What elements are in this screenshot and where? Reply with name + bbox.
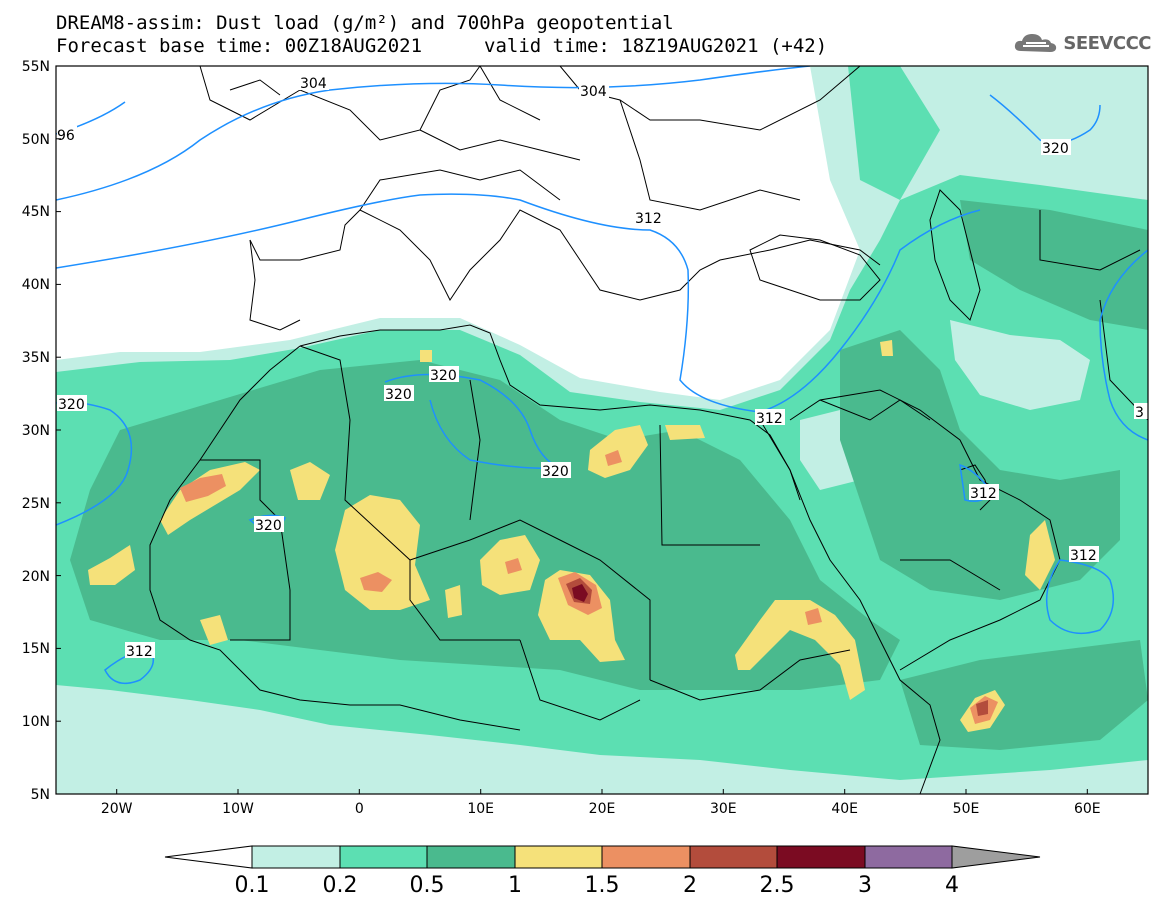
- latitude-axis: 55N 50N 45N 40N 35N 30N 25N 20N 15N 10N …: [22, 59, 61, 803]
- lon-tick-label: 60E: [1074, 801, 1101, 817]
- lon-tick-label: 50E: [953, 801, 980, 817]
- colorbar-label: 3: [858, 873, 872, 898]
- lat-tick-label: 10N: [22, 714, 50, 730]
- lat-tick-label: 40N: [22, 277, 50, 293]
- lon-tick-label: 10W: [222, 801, 254, 817]
- lon-tick-label: 20E: [589, 801, 616, 817]
- lon-tick-label: 20W: [101, 801, 133, 817]
- colorbar-swatch: [864, 845, 953, 869]
- contour-label: 304: [580, 84, 607, 100]
- colorbar-label: 1.5: [585, 873, 620, 898]
- contour-label: 320: [385, 387, 412, 403]
- contour-label: 312: [756, 411, 783, 427]
- colorbar-label: 2.5: [760, 873, 795, 898]
- contour-label: 312: [126, 644, 153, 660]
- lon-tick-label: 30E: [710, 801, 737, 817]
- colorbar-swatch: [601, 845, 691, 869]
- colorbar-label: 0.5: [410, 873, 445, 898]
- lat-tick-label: 45N: [22, 204, 50, 220]
- contour-label: 312: [1070, 548, 1097, 564]
- dust-field: [56, 66, 1148, 794]
- contour-label: 320: [542, 464, 569, 480]
- colorbar-over-arrow: [951, 845, 1041, 869]
- base-time: Forecast base time: 00Z18AUG2021: [56, 35, 423, 57]
- colorbar-swatch: [339, 845, 428, 869]
- lon-tick-label: 10E: [467, 801, 494, 817]
- lat-tick-label: 25N: [22, 496, 50, 512]
- contour-label: 320: [430, 368, 457, 384]
- valid-time: valid time: 18Z19AUG2021 (+42): [484, 35, 828, 57]
- colorbar-label: 2: [683, 873, 697, 898]
- contour-label: 320: [1042, 141, 1069, 157]
- contour-label: 312: [635, 211, 662, 227]
- colorbar-label: 1: [508, 873, 522, 898]
- lat-tick-label: 35N: [22, 350, 50, 366]
- colorbar: 0.1 0.2 0.5 1 1.5 2 2.5 3 4: [164, 845, 1041, 898]
- contour-label: 312: [970, 486, 997, 502]
- colorbar-label: 0.2: [323, 873, 358, 898]
- contour-label: 304: [300, 76, 327, 92]
- colorbar-swatch: [251, 845, 341, 869]
- forecast-times: Forecast base time: 00Z18AUG2021 valid ti…: [56, 35, 827, 57]
- lat-tick-label: 20N: [22, 569, 50, 585]
- colorbar-label: 4: [945, 873, 959, 898]
- lat-tick-label: 55N: [22, 59, 50, 75]
- lat-tick-label: 50N: [22, 132, 50, 148]
- colorbar-under-arrow: [164, 845, 253, 869]
- contour-label: 320: [255, 518, 282, 534]
- colorbar-swatch: [776, 845, 866, 869]
- cloud-icon: [1015, 34, 1057, 52]
- seevccc-logo: SEEVCCC: [1013, 30, 1151, 56]
- colorbar-swatch: [514, 845, 603, 869]
- logo-text: SEEVCCC: [1063, 32, 1151, 54]
- lat-tick-label: 5N: [31, 787, 50, 803]
- map-title: DREAM8-assim: Dust load (g/m²) and 700hP…: [56, 12, 674, 34]
- lat-tick-label: 15N: [22, 641, 50, 657]
- contour-label: 96: [57, 128, 75, 144]
- contour-label: 3: [1135, 405, 1144, 421]
- lat-tick-label: 30N: [22, 423, 50, 439]
- contour-label-group: 304 304 96 320 312 320 320 320 320 312 3…: [57, 74, 1148, 660]
- longitude-axis: 20W 10W 0 10E 20E 30E 40E 50E 60E: [101, 789, 1101, 817]
- colorbar-label: 0.1: [235, 873, 270, 898]
- contour-label: 320: [58, 397, 85, 413]
- lon-tick-label: 0: [355, 801, 364, 817]
- lon-tick-label: 40E: [831, 801, 858, 817]
- colorbar-swatch: [689, 845, 778, 869]
- colorbar-swatch: [426, 845, 516, 869]
